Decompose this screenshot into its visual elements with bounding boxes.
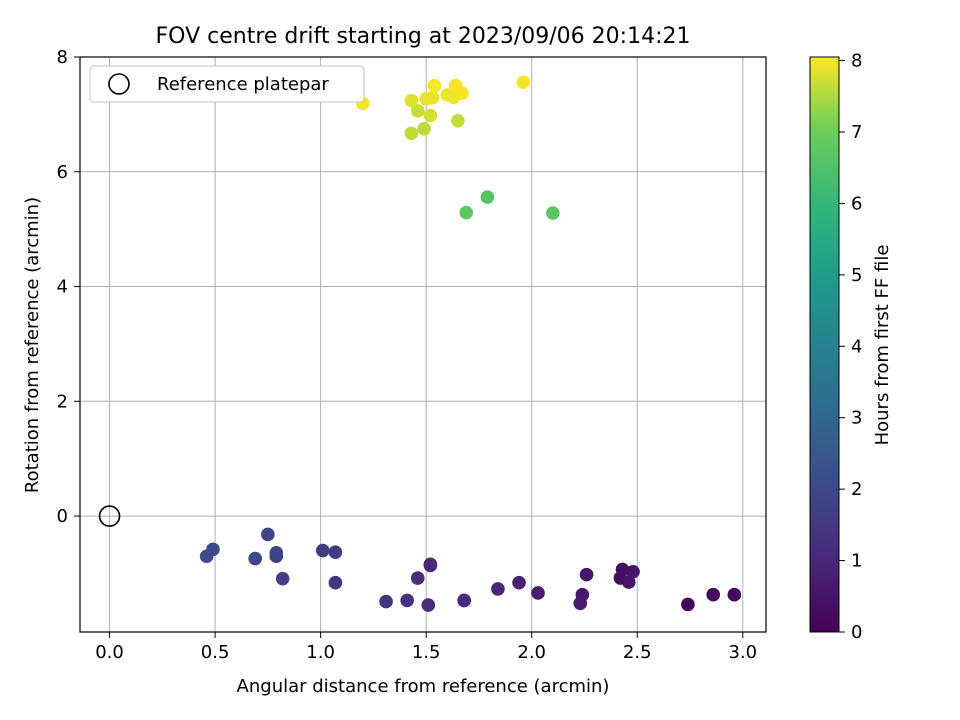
data-point [480,190,495,204]
data-point [199,549,214,564]
data-point [275,571,290,586]
legend-box [89,65,365,103]
x-axis-label: Angular distance from reference (arcmin) [237,676,610,697]
x-tick-label: 2.0 [517,642,546,663]
data-point [727,587,742,602]
colorbar-tick-label: 1 [851,551,862,572]
y-tick-label: 8 [57,47,68,68]
y-tick-label: 4 [57,277,68,298]
colorbar-tick-label: 7 [851,122,862,143]
data-point [626,564,640,579]
data-point [410,104,425,118]
colorbar-tick-label: 3 [851,408,862,429]
colorbar-tick-label: 0 [851,622,862,643]
chart-title: FOV centre drift starting at 2023/09/06 … [156,24,691,49]
data-point [615,562,630,577]
data-point [516,75,531,90]
data-point [427,78,442,93]
y-axis-label: Rotation from reference (arcmin) [22,197,43,493]
y-tick-label: 6 [57,162,68,183]
data-point [622,575,636,589]
data-point [512,575,526,590]
data-point [459,205,474,220]
x-tick-label: 0.0 [95,642,124,663]
data-point [451,113,465,128]
legend: Reference platepar [89,65,365,103]
plot-frame [79,56,767,633]
x-tick-label: 0.5 [201,642,230,663]
data-point [579,567,594,582]
x-tick-label: 1.0 [306,642,335,663]
legend-entry-reference: Reference platepar [157,74,329,95]
data-point [573,596,588,611]
data-point [379,594,393,609]
data-point [546,206,560,220]
data-point [315,543,330,558]
colorbar-tick-label: 6 [851,193,862,214]
data-point [425,90,440,105]
data-point [328,575,343,590]
data-point [423,108,438,123]
data-point [410,571,425,585]
y-tick-label: 0 [57,506,68,527]
data-point [448,78,463,93]
data-point [404,93,419,108]
data-point [417,121,431,136]
x-axis-ticks: 0.0 0.5 1.0 1.5 2.0 2.5 3.0 [95,632,757,663]
colorbar-tick-label: 4 [851,336,862,357]
data-point [328,545,343,560]
y-axis-ticks: 0 2 4 6 8 [57,47,80,527]
x-tick-label: 1.5 [412,642,441,663]
data-point [457,593,471,608]
data-points [199,75,742,612]
y-tick-label: 2 [57,391,68,412]
data-point [423,557,438,572]
grid-lines [80,56,766,632]
data-point [269,546,284,560]
data-point [681,597,695,612]
colorbar-label: Hours from first FF file [872,245,893,446]
data-point [421,598,436,612]
data-point [531,586,545,600]
colorbar-ticks: 0 1 2 3 4 5 6 7 8 [839,51,862,643]
data-point [706,587,721,602]
reference-platepar-marker [98,505,121,527]
x-tick-label: 2.5 [623,642,652,663]
data-point [248,551,262,566]
colorbar-tick-label: 8 [851,51,862,72]
x-tick-label: 3.0 [728,642,757,663]
colorbar-tick-label: 2 [851,479,862,500]
data-point [261,527,275,542]
data-point [404,126,419,141]
legend-marker-reference [108,73,130,95]
data-point [400,593,414,608]
data-point [491,582,505,596]
colorbar-tick-label: 5 [851,265,862,286]
colorbar [809,56,840,633]
